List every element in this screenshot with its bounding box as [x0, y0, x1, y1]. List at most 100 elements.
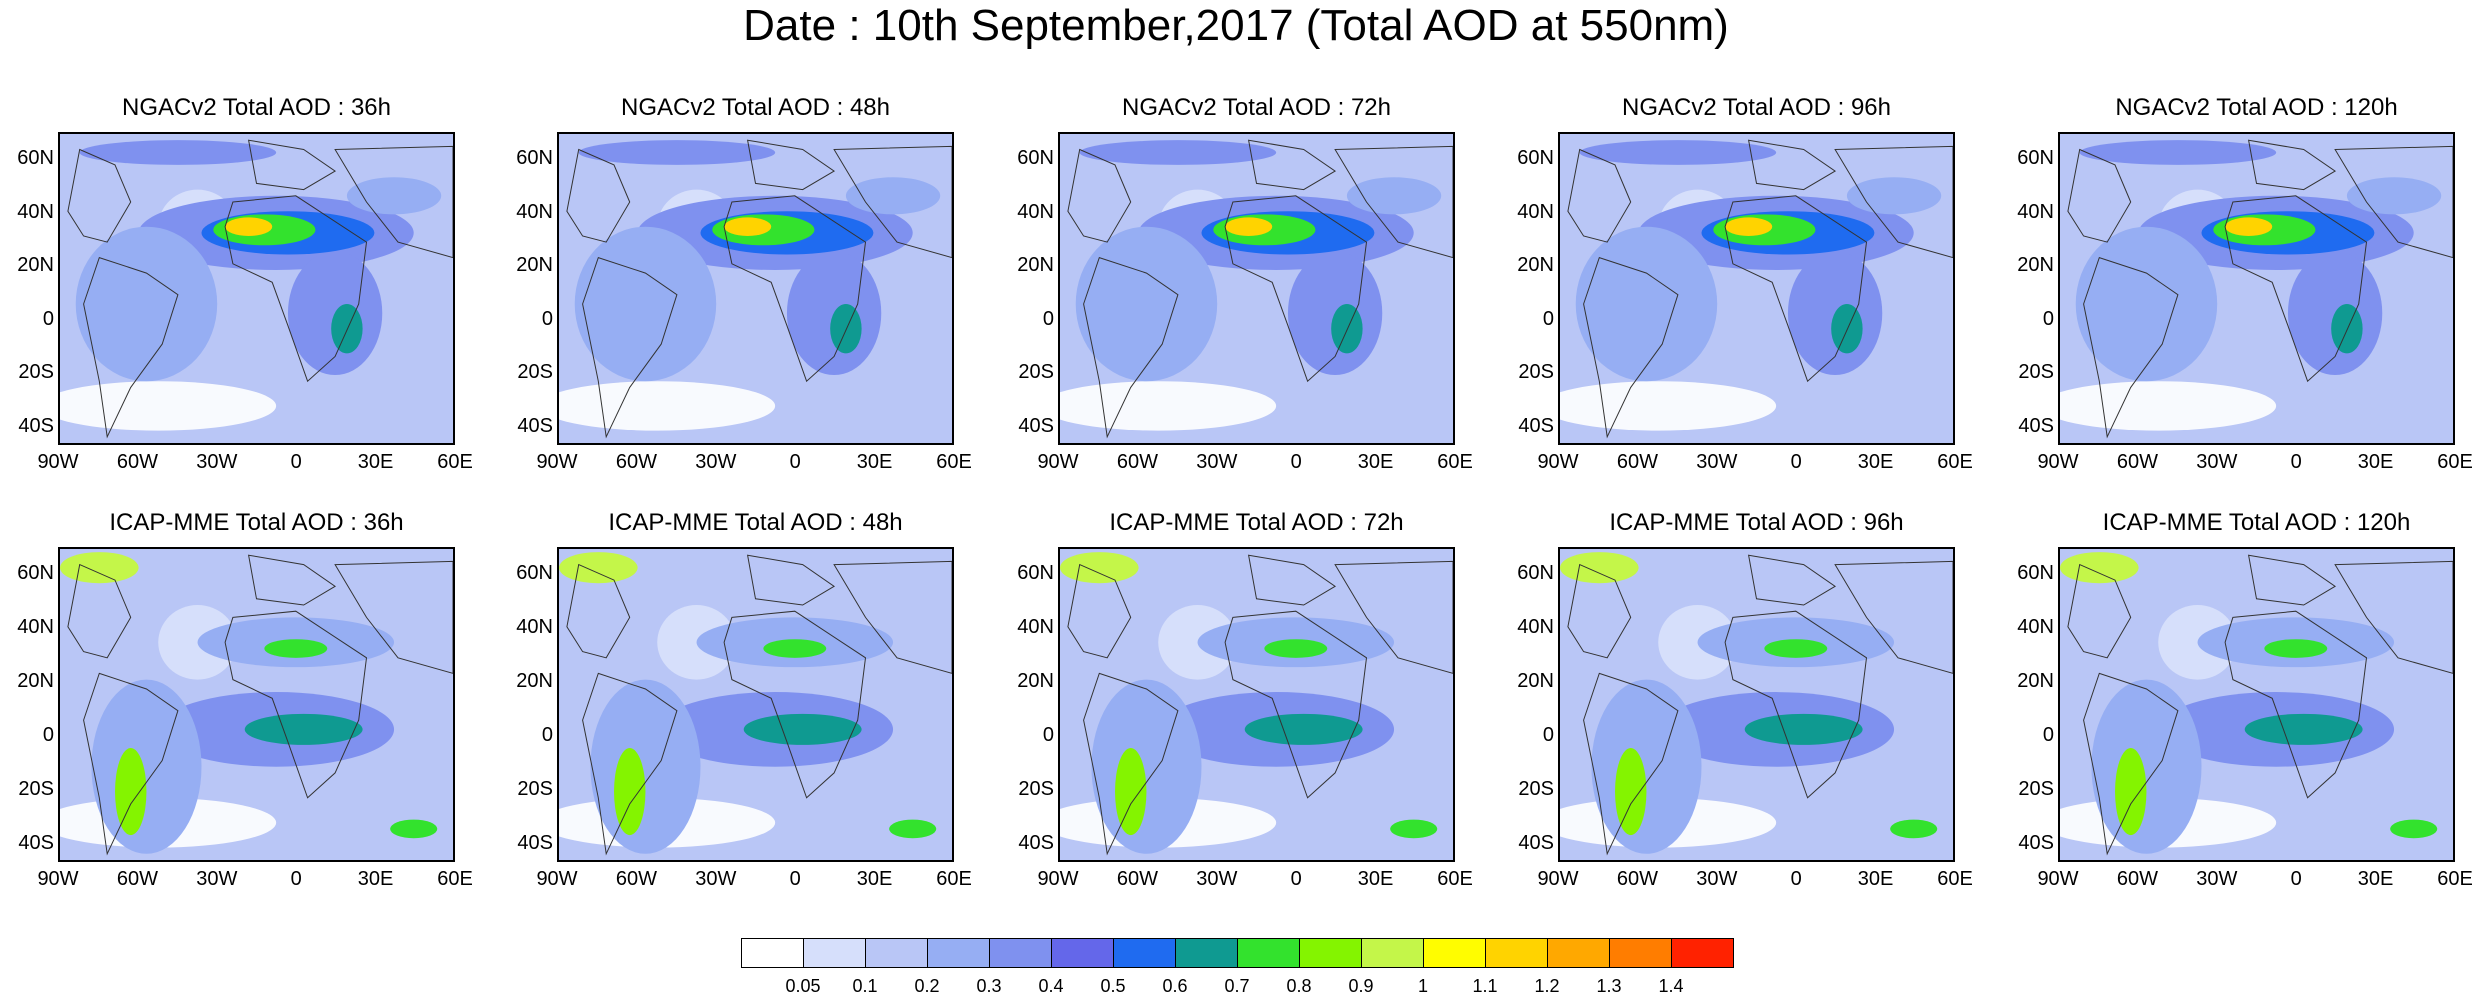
aerosol-plume — [889, 819, 937, 839]
lat-tick-label: 20N — [1017, 670, 1054, 692]
panel-title: ICAP-MME Total AOD : 96h — [1609, 509, 1904, 536]
aerosol-plume — [264, 639, 328, 658]
coastline — [566, 554, 952, 856]
panel-title: NGACv2 Total AOD : 48h — [620, 94, 890, 121]
lon-tick-label: 0 — [290, 868, 302, 890]
lat-tick-label: 20N — [2017, 670, 2054, 692]
lon-tick-label: 30E — [856, 868, 893, 890]
panel-title: ICAP-MME Total AOD : 48h — [608, 509, 903, 536]
lat-tick-label: 60N — [1517, 147, 1554, 169]
figure-title: Date : 10th September,2017 (Total AOD at… — [743, 1, 1729, 50]
coastline — [67, 139, 453, 439]
aerosol-plume — [1744, 713, 1863, 745]
lon-tick-label: 60E — [2437, 868, 2472, 890]
aerosol-plume — [1591, 679, 1702, 854]
aerosol-plume — [2091, 679, 2202, 854]
coastline — [1067, 554, 1453, 856]
lon-tick-label: 0 — [290, 451, 302, 473]
aerosol-plume — [60, 552, 139, 584]
aod-map — [58, 132, 455, 445]
colorbar-swatch — [1361, 938, 1424, 968]
lat-tick-label: 40N — [17, 200, 54, 223]
aod-map — [557, 132, 954, 445]
aerosol-plume — [1264, 639, 1328, 658]
colorbar-label: 0.7 — [1224, 976, 1250, 996]
lat-tick-label: 60N — [2017, 562, 2054, 584]
coastline — [1567, 554, 1953, 856]
lon-tick-label: 60W — [2116, 868, 2158, 890]
lon-tick-label: 30W — [196, 451, 238, 473]
lon-tick-label: 60E — [2437, 451, 2472, 473]
colorbar-swatch — [1113, 938, 1176, 968]
lat-tick-label: 40N — [1517, 200, 1554, 223]
aerosol-plume — [1831, 303, 1863, 354]
aerosol-plume — [2346, 177, 2442, 215]
aerosol-plume — [1091, 679, 1202, 854]
coastline — [1567, 139, 1953, 439]
lon-tick-label: 90W — [536, 451, 578, 473]
lon-tick-label: 90W — [37, 451, 79, 473]
lat-tick-label: 40N — [516, 616, 553, 638]
clean-air-region — [559, 381, 776, 431]
lat-tick-label: 40N — [1017, 200, 1054, 223]
colorbar-swatch — [1423, 938, 1486, 968]
aerosol-plume — [2244, 713, 2363, 745]
lon-tick-label: 0 — [1290, 451, 1302, 473]
lon-tick-label: 30E — [2357, 451, 2394, 473]
colorbar-swatch — [989, 938, 1052, 968]
lon-tick-label: 30W — [695, 451, 737, 473]
lon-tick-label: 90W — [1037, 868, 1079, 890]
colorbar-swatch — [1547, 938, 1610, 968]
lat-tick-label: 40S — [18, 415, 54, 437]
aod-map — [58, 547, 455, 862]
aerosol-plume — [2390, 819, 2438, 839]
lon-tick-label: 60W — [1116, 868, 1158, 890]
colorbar-swatch — [1175, 938, 1238, 968]
lat-tick-label: 0 — [1042, 724, 1054, 746]
aerosol-plume — [1331, 303, 1363, 354]
colorbar-label: 1.1 — [1472, 976, 1498, 996]
lat-tick-label: 0 — [2042, 724, 2054, 746]
lon-tick-label: 60W — [615, 868, 657, 890]
aerosol-plume — [1244, 713, 1363, 745]
lat-tick-label: 20N — [17, 670, 54, 692]
aerosol-plume — [1390, 819, 1438, 839]
lat-tick-label: 40S — [517, 832, 553, 854]
lon-tick-label: 90W — [1537, 451, 1579, 473]
aerosol-plume — [559, 552, 638, 584]
aerosol-plume — [614, 748, 646, 836]
aerosol-plume — [1560, 552, 1639, 584]
lat-tick-label: 0 — [42, 724, 54, 746]
colorbar-swatch — [865, 938, 928, 968]
lon-tick-label: 90W — [1537, 868, 1579, 890]
clean-air-region — [1560, 381, 1777, 431]
lon-tick-label: 30W — [1696, 451, 1738, 473]
coastline — [2067, 554, 2453, 856]
lat-tick-label: 0 — [1042, 307, 1054, 330]
panel-title: NGACv2 Total AOD : 96h — [1621, 94, 1891, 121]
lon-tick-label: 90W — [1037, 451, 1079, 473]
lon-tick-label: 0 — [2290, 868, 2302, 890]
lon-tick-label: 60W — [116, 451, 158, 473]
lat-tick-label: 20S — [2018, 778, 2054, 800]
lon-tick-label: 0 — [1790, 868, 1802, 890]
clean-air-region — [2060, 381, 2277, 431]
panel-title: NGACv2 Total AOD : 36h — [121, 94, 391, 121]
lat-tick-label: 40N — [516, 200, 553, 223]
aerosol-plume — [1725, 217, 1773, 236]
aerosol-plume — [390, 819, 438, 839]
aerosol-plume — [331, 303, 363, 354]
lat-tick-label: 20N — [516, 254, 553, 277]
aerosol-plume — [2331, 303, 2363, 354]
coastline — [67, 554, 453, 856]
colorbar-label: 1 — [1417, 976, 1428, 996]
aerosol-plume — [574, 226, 717, 382]
lon-tick-label: 30W — [1696, 868, 1738, 890]
lon-tick-label: 60E — [437, 451, 473, 473]
lat-tick-label: 40S — [18, 832, 54, 854]
lon-tick-label: 30W — [695, 868, 737, 890]
lat-tick-label: 0 — [541, 724, 553, 746]
panel-title: ICAP-MME Total AOD : 36h — [109, 509, 404, 536]
aerosol-plume — [743, 713, 862, 745]
lon-tick-label: 30W — [1196, 868, 1238, 890]
